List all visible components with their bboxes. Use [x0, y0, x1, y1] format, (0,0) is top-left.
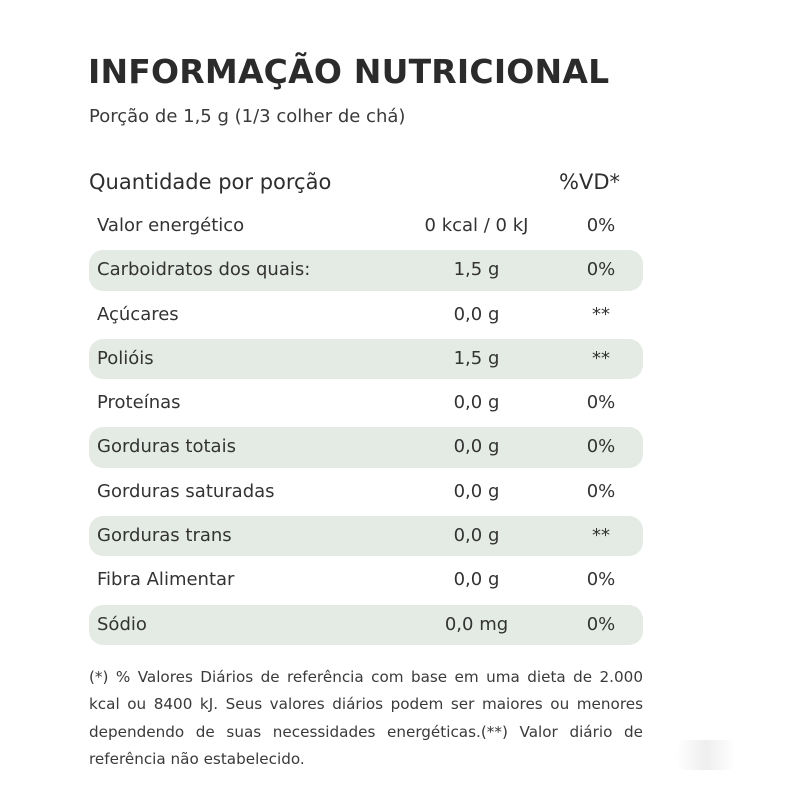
table-row: Gorduras saturadas 0,0 g 0% — [89, 470, 643, 514]
nutrient-daily-value: ** — [592, 347, 610, 369]
portion-size: Porção de 1,5 g (1/3 colher de chá) — [89, 106, 406, 127]
nutrient-amount: 0,0 g — [453, 436, 500, 458]
nutrition-title: INFORMAÇÃO NUTRICIONAL — [88, 52, 610, 91]
nutrient-amount: 1,5 g — [453, 347, 500, 369]
nutrient-amount: 0,0 g — [453, 303, 500, 325]
nutrient-daily-value: ** — [592, 303, 610, 325]
row-highlight — [89, 427, 643, 468]
table-row: Carboidratos dos quais: 1,5 g 0% — [89, 248, 643, 292]
table-row: Proteínas 0,0 g 0% — [89, 381, 643, 425]
table-row: Fibra Alimentar 0,0 g 0% — [89, 558, 643, 602]
row-highlight — [89, 338, 643, 380]
nutrient-amount: 0,0 g — [453, 569, 500, 591]
nutrient-amount: 0,0 g — [453, 480, 500, 502]
nutrient-name: Gorduras trans — [97, 525, 232, 547]
table-row: Gorduras totais 0,0 g 0% — [89, 425, 643, 469]
nutrient-name: Proteínas — [97, 392, 181, 414]
nutrient-name: Carboidratos dos quais: — [97, 259, 311, 281]
table-row: Valor energético 0 kcal / 0 kJ 0% — [89, 204, 643, 248]
nutrient-daily-value: 0% — [586, 392, 616, 414]
nutrient-name: Valor energético — [97, 215, 245, 236]
nutrient-daily-value: 0% — [586, 613, 616, 635]
nutrient-daily-value: 0% — [586, 215, 616, 236]
nutrient-name: Sódio — [97, 613, 147, 635]
nutrient-name: Gorduras saturadas — [97, 480, 275, 502]
quantity-header: Quantidade por porção — [89, 170, 332, 194]
nutrient-amount: 1,5 g — [453, 259, 500, 281]
row-highlight — [89, 250, 643, 291]
nutrient-amount: 0,0 g — [453, 525, 500, 547]
nutrient-amount: 0,0 mg — [444, 613, 509, 635]
nutrient-name: Açúcares — [97, 303, 179, 325]
nutrient-name: Fibra Alimentar — [97, 569, 235, 591]
row-highlight — [89, 604, 643, 645]
table-row: Polióis 1,5 g ** — [89, 337, 643, 381]
nutrient-daily-value: ** — [592, 525, 610, 547]
table-row: Açúcares 0,0 g ** — [89, 293, 643, 337]
nutrient-name: Gorduras totais — [97, 436, 236, 458]
nutrient-daily-value: 0% — [586, 569, 616, 591]
nutrient-name: Polióis — [97, 347, 154, 369]
nutrient-daily-value: 0% — [586, 480, 616, 502]
daily-value-header: %VD* — [559, 170, 620, 194]
table-row: Sódio 0,0 mg 0% — [89, 603, 643, 647]
daily-value-footnote: (*) % Valores Diários de referência com … — [89, 668, 643, 768]
nutrient-daily-value: 0% — [586, 259, 616, 281]
table-header: Quantidade por porção %VD* — [89, 170, 643, 198]
row-highlight — [89, 516, 643, 557]
nutrient-amount: 0 kcal / 0 kJ — [424, 215, 529, 236]
nutrition-table: Valor energético 0 kcal / 0 kJ 0% Carboi… — [89, 204, 643, 647]
table-row: Gorduras trans 0,0 g ** — [89, 514, 643, 558]
nutrient-daily-value: 0% — [586, 436, 616, 458]
decorative-shadow — [676, 740, 736, 770]
nutrient-amount: 0,0 g — [453, 392, 500, 414]
